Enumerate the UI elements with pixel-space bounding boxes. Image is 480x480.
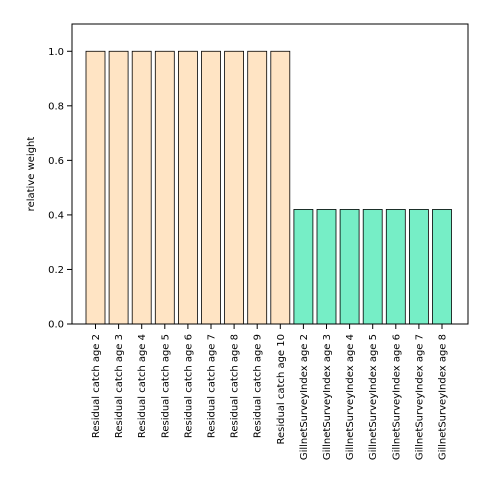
x-tick-label: Residual catch age 4: [137, 334, 148, 438]
bar-12: [339, 209, 360, 325]
bar-8: [247, 50, 268, 325]
x-tick-label: GillnetSurveyIndex age 2: [299, 334, 310, 460]
x-tick-label: GillnetSurveyIndex age 4: [345, 334, 356, 460]
y-axis: 0.0 0.2 0.4 0.6 0.8 1.0: [48, 47, 72, 331]
x-tick-label: Residual catch age 6: [183, 334, 194, 438]
bar-1: [85, 50, 106, 325]
y-tick-label: 0.4: [48, 210, 64, 221]
x-tick-label: GillnetSurveyIndex age 6: [391, 334, 402, 460]
x-tick-label: Residual catch age 5: [160, 334, 171, 438]
x-tick-label: Residual catch age 7: [207, 334, 218, 438]
x-tick-label: GillnetSurveyIndex age 8: [438, 334, 449, 460]
bar-6: [201, 50, 221, 325]
bar-2: [108, 50, 129, 325]
bars-layer: [85, 50, 452, 325]
x-tick-label: Residual catch age 9: [253, 334, 264, 438]
bar-10: [293, 209, 314, 325]
bar-3: [131, 50, 152, 325]
y-tick-label: 0.0: [48, 320, 64, 331]
y-tick-label: 0.2: [48, 265, 64, 276]
bar-16: [432, 209, 452, 325]
bar-5: [177, 50, 198, 325]
bar-15: [408, 209, 429, 325]
bar-14: [385, 209, 406, 325]
x-tick-label: Residual catch age 3: [114, 334, 125, 438]
y-axis-title: relative weight: [26, 137, 37, 212]
bar-11: [316, 209, 337, 325]
y-tick-label: 1.0: [48, 47, 64, 58]
x-tick-label: Residual catch age 10: [276, 334, 287, 445]
x-tick-label: GillnetSurveyIndex age 5: [368, 334, 379, 460]
bar-4: [154, 50, 175, 325]
bar-9: [270, 50, 291, 325]
x-axis: Residual catch age 2 Residual catch age 3…: [91, 324, 449, 460]
y-tick-label: 0.8: [48, 101, 64, 112]
bar-13: [362, 209, 383, 325]
plot-frame: [71, 23, 469, 325]
x-tick-label: GillnetSurveyIndex age 7: [414, 334, 425, 460]
x-tick-label: Residual catch age 8: [230, 334, 241, 438]
y-tick-label: 0.6: [48, 156, 64, 167]
x-tick-label: Residual catch age 2: [91, 334, 102, 438]
x-tick-label: GillnetSurveyIndex age 3: [322, 334, 333, 460]
bar-7: [224, 50, 245, 325]
